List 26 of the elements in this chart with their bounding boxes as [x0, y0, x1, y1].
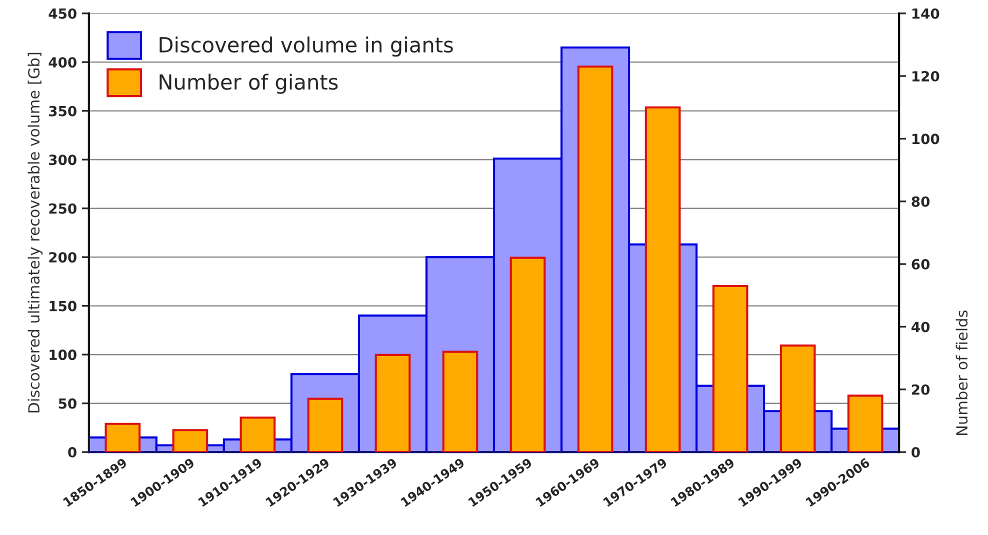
y2-tick-label: 120	[912, 71, 940, 82]
legend-label: Discovered volume in giants	[160, 36, 453, 57]
bar	[510, 256, 546, 452]
y2-tick-label: 80	[912, 196, 930, 207]
bar	[307, 398, 344, 452]
y-tick-label: 250	[49, 203, 76, 214]
y2-tick-label: 40	[912, 322, 930, 332]
y-tick-label: 200	[49, 252, 76, 263]
y2-tick-label: 100	[912, 134, 940, 144]
y2-tick-label: 0	[912, 447, 920, 458]
y-tick-label: 450	[48, 8, 76, 19]
y-tick-label: 100	[50, 350, 76, 360]
y-tick-label: 300	[49, 154, 76, 166]
y-tick-label: 150	[50, 300, 76, 312]
legend-label: Number of giants	[160, 74, 338, 94]
y2-tick-label: 20	[912, 384, 930, 395]
y-tick-label: 50	[58, 398, 76, 409]
y2-tick-label: 60	[912, 259, 930, 270]
y2-axis-title: Number of fields	[956, 310, 968, 435]
y-tick-label: 0	[68, 447, 76, 458]
bar	[442, 350, 478, 452]
bar	[374, 354, 411, 452]
y-tick-label: 400	[48, 57, 76, 68]
y-axis-title: Discovered ultimately recoverable volume [Gb]	[28, 52, 43, 412]
y2-tick-label: 140	[912, 8, 940, 19]
y-tick-label: 350	[49, 106, 76, 116]
